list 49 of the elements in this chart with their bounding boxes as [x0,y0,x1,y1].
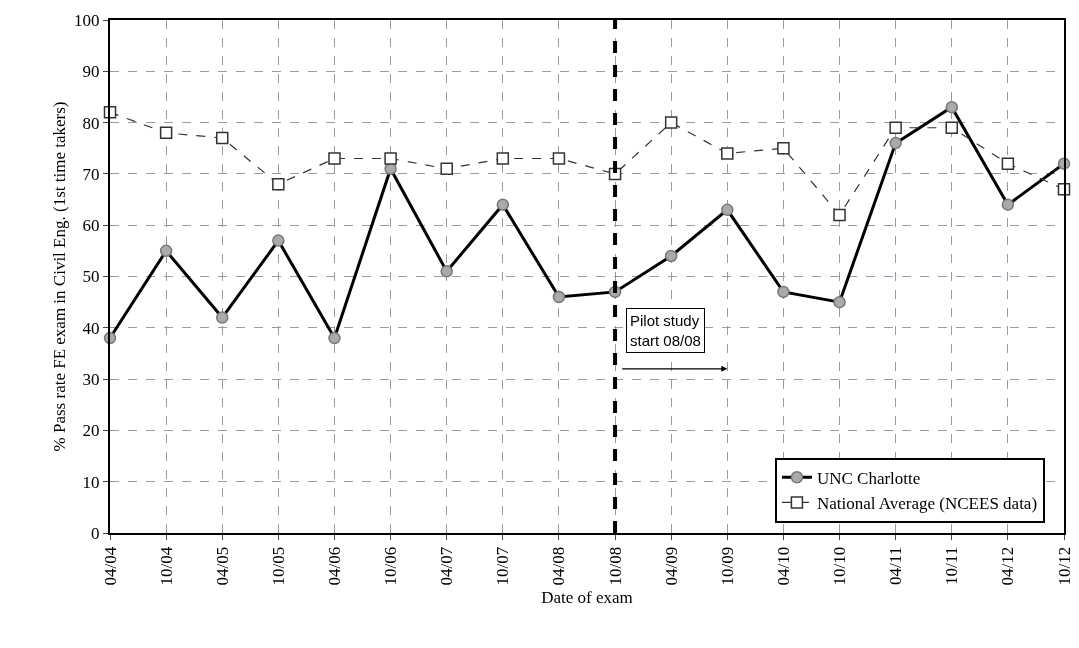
x-tick-label: 10/09 [717,546,737,586]
x-tick-label: 10/08 [605,546,625,586]
point [552,152,566,165]
y-tick-label: 80 [82,113,100,133]
x-tick-label: 10/10 [830,546,850,586]
x-tick-label: 04/05 [212,546,232,586]
x-tick-label: 04/11 [886,546,906,585]
annotation: Pilot study start 08/08 [630,312,701,349]
x-tick-label: 04/09 [661,546,681,586]
point [889,121,902,134]
point [721,147,734,160]
x-tick-label: 04/12 [998,546,1018,586]
x-axis-title: Date of exam [541,587,633,607]
point [272,177,285,191]
x-tick-label: 04/08 [549,546,569,586]
y-tick-label: 50 [82,267,100,287]
y-tick-label: 30 [82,370,100,390]
x-tick-label: 10/07 [493,546,513,586]
point [215,131,229,145]
legend-label: National Average (NCEES data) [816,494,1038,514]
y-tick-label: 20 [82,421,100,441]
point [159,126,173,140]
point [440,162,453,176]
x-tick-label: 04/10 [773,546,793,586]
point [777,142,790,155]
y-tick-label: 10 [82,472,100,492]
y-tick-label: 40 [82,318,100,338]
y-tick-label: 0 [91,523,100,543]
y-tick-label: 70 [82,164,100,184]
x-tick-label: 04/07 [437,546,457,586]
y-tick-label: 100 [74,10,100,30]
x-tick-label: 10/11 [942,546,962,585]
point [384,152,397,165]
x-tick-label: 10/04 [156,546,176,586]
y-tick-label: 90 [82,62,100,82]
x-tick-label: 04/06 [324,546,344,586]
point [1001,157,1015,170]
x-tick-label: 10/12 [1054,546,1074,586]
x-tick-label: 10/05 [268,546,288,586]
point [496,152,510,165]
x-tick-label: 10/06 [381,546,401,586]
y-tick-label: 60 [82,216,100,236]
point [945,121,959,134]
legend-label: UNC Charlotte [816,468,921,488]
point [664,116,678,129]
point [328,152,341,165]
y-axis-title: % Pass rate FE exam in Civil Eng. (1st time takers) [50,101,69,452]
x-tick-label: 04/04 [100,546,120,586]
point [833,208,846,222]
